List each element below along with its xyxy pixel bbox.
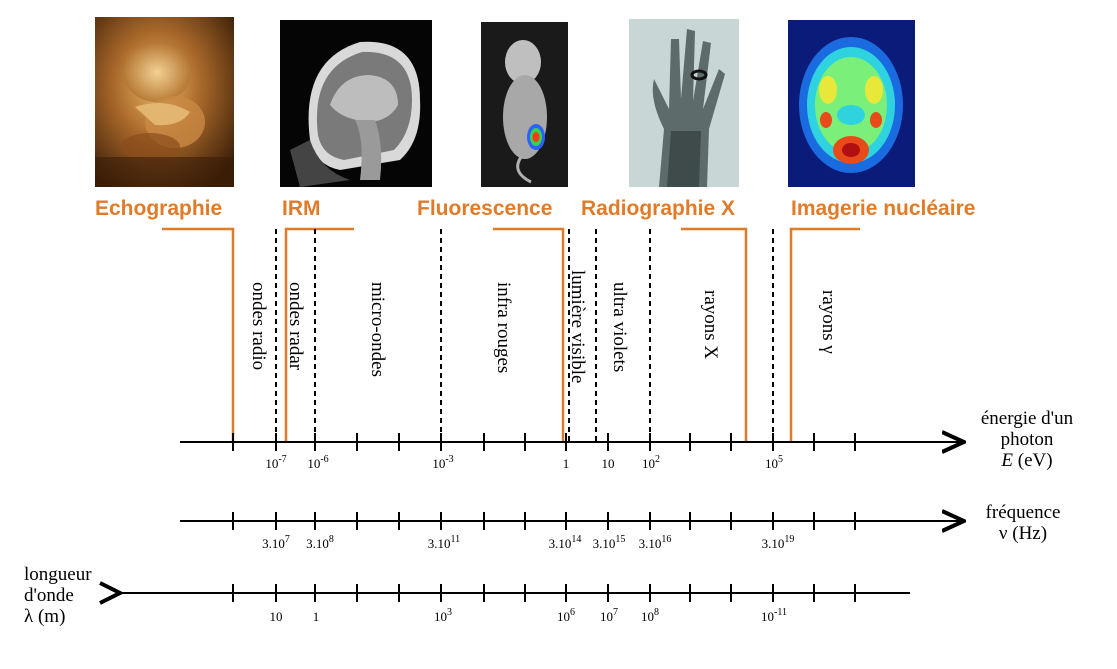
fluorescence-mouse-image — [481, 22, 568, 187]
frequency-axis-title: fréquence ν (Hz) — [968, 502, 1078, 544]
bracket-echographie — [162, 227, 235, 442]
modality-label-irm: IRM — [282, 197, 321, 220]
frequency-tick-label: 3.1016 — [639, 534, 672, 551]
band-label-ondes-radio: ondes radio — [248, 282, 269, 370]
energy-symbol: E — [1001, 450, 1014, 471]
frequency-tick-label: 3.107 — [262, 534, 290, 551]
band-label-infra-rouges: infra rouges — [493, 282, 514, 373]
wavelength-axis-title-line3: λ (m) — [24, 606, 66, 627]
bracket-imagerie-nucleaire — [789, 227, 860, 442]
wavelength-tick-label: 107 — [600, 607, 618, 624]
band-label-rayons-gamma: rayons γ — [818, 290, 839, 354]
band-label-lumiere-visible: lumière visible — [567, 270, 588, 383]
wavelength-tick-label: 106 — [557, 607, 575, 624]
mri-brain-image — [280, 20, 432, 187]
modality-brackets — [162, 227, 860, 442]
energy-tick-label: 10-7 — [265, 454, 286, 471]
energy-axis-ticks — [232, 433, 856, 451]
energy-tick-label: 105 — [765, 454, 783, 471]
frequency-tick-label: 3.1015 — [593, 534, 626, 551]
band-label-ondes-radar: ondes radar — [285, 282, 306, 371]
energy-tick-label: 1 — [563, 456, 570, 471]
band-labels: ondes radio ondes radar micro-ondes infr… — [248, 270, 839, 383]
wavelength-tick-label: 10 — [270, 609, 283, 624]
bracket-irm — [284, 227, 354, 442]
frequency-tick-label: 3.1019 — [762, 534, 795, 551]
energy-tick-label: 10-3 — [432, 454, 453, 471]
wavelength-tick-label: 10-11 — [761, 607, 787, 624]
wavelength-axis-ticks — [232, 584, 856, 602]
bracket-fluorescence-left — [493, 227, 565, 442]
modality-label-radiographie-x: Radiographie X — [581, 197, 736, 220]
wavelength-axis-title: longueur d'onde λ (m) — [24, 564, 116, 627]
energy-axis: 10-7 10-6 10-3 1 10 102 105 — [180, 433, 964, 471]
modality-label-fluorescence: Fluorescence — [417, 197, 553, 220]
frequency-tick-label: 3.1011 — [428, 534, 460, 551]
energy-unit: (eV) — [1017, 450, 1053, 471]
frequency-axis-title-line1: fréquence — [985, 502, 1061, 523]
wavelength-tick-label: 108 — [641, 607, 659, 624]
energy-axis-title-line2: photon — [1000, 429, 1054, 450]
modality-label-imagerie-nucleaire: Imagerie nucléaire — [791, 197, 976, 220]
ultrasound-image — [95, 17, 234, 187]
energy-tick-label: 102 — [642, 454, 660, 471]
energy-axis-title-line3: E (eV) — [968, 450, 1086, 471]
wavelength-axis-title-line2: d'onde — [24, 585, 74, 606]
energy-axis-title: énergie d'un photon E (eV) — [968, 408, 1086, 471]
wavelength-axis-title-line1: longueur — [24, 564, 92, 585]
wavelength-tick-label: 103 — [434, 607, 452, 624]
frequency-axis: 3.107 3.108 3.1011 3.1014 3.1015 3.1016 … — [180, 512, 964, 551]
energy-tick-label: 10 — [602, 456, 615, 471]
band-label-ultra-violets: ultra violets — [609, 282, 630, 372]
band-label-micro-ondes: micro-ondes — [367, 282, 388, 377]
frequency-axis-title-line2: ν (Hz) — [998, 523, 1048, 544]
energy-axis-title-line1: énergie d'un — [980, 408, 1074, 429]
nuclear-imaging-image — [788, 20, 915, 187]
wavelength-tick-label: 1 — [313, 609, 320, 624]
bracket-radiographie-x — [681, 227, 748, 442]
energy-tick-label: 10-6 — [307, 454, 328, 471]
band-label-rayons-x: rayons X — [700, 290, 721, 359]
modality-label-echographie: Echographie — [95, 197, 223, 220]
frequency-tick-label: 3.1014 — [549, 534, 582, 551]
frequency-axis-ticks — [232, 512, 856, 530]
xray-hand-image — [629, 19, 739, 187]
frequency-tick-label: 3.108 — [306, 534, 334, 551]
wavelength-axis: 10 1 103 106 107 108 10-11 — [120, 584, 910, 624]
band-separators — [275, 229, 774, 442]
